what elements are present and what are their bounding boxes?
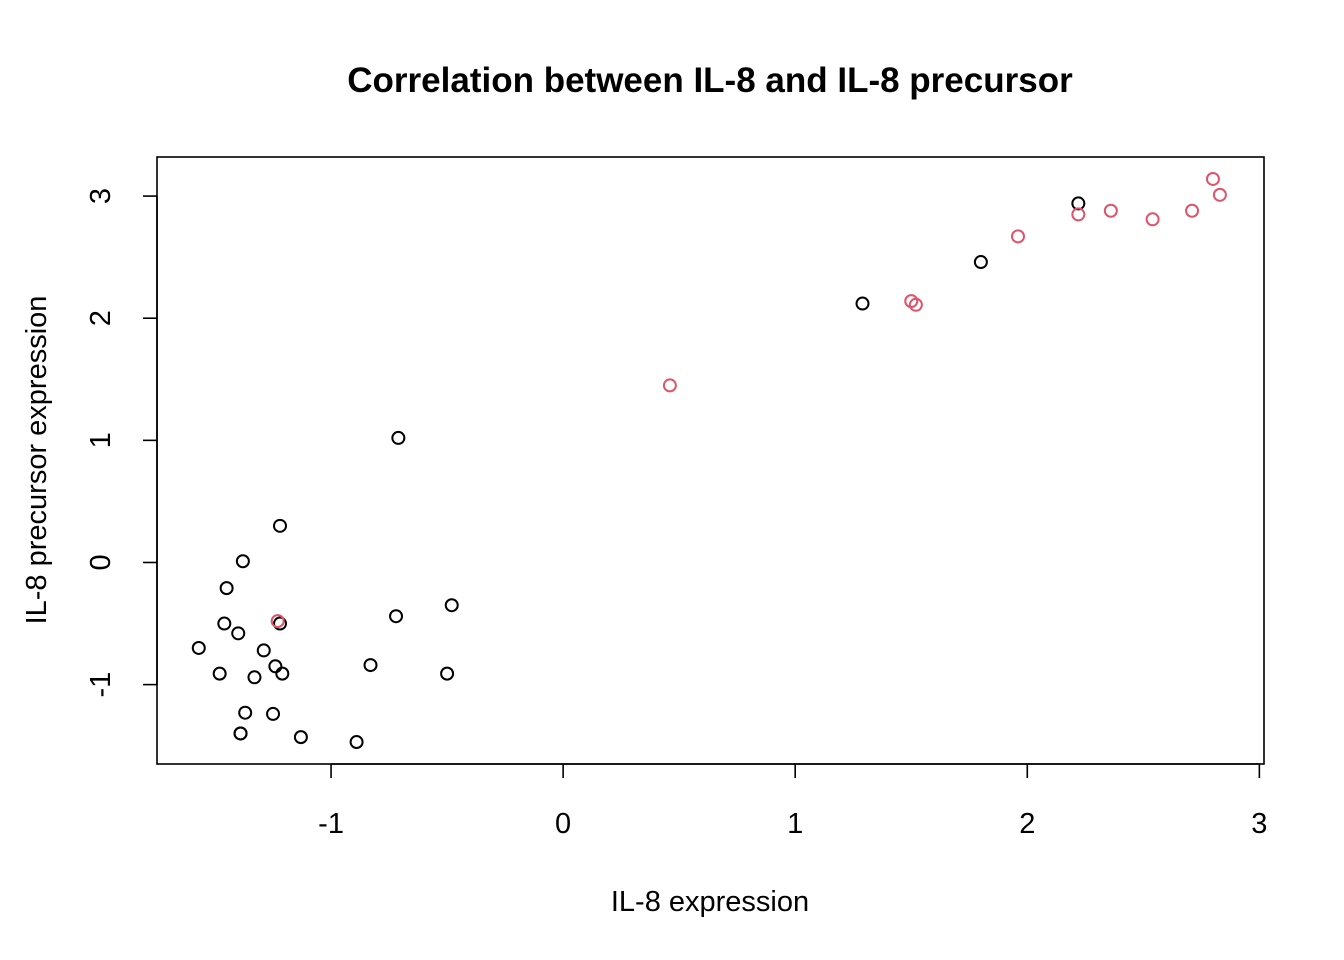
y-tick-label: 1: [85, 432, 117, 448]
plot-frame: [156, 156, 1265, 765]
data-point: [973, 255, 988, 270]
x-tick-label: 2: [1019, 808, 1035, 840]
y-tick-label: 3: [85, 188, 117, 204]
data-point: [444, 598, 459, 613]
data-point: [1212, 187, 1227, 202]
data-point: [191, 640, 206, 655]
data-point: [440, 666, 455, 681]
data-point: [238, 705, 253, 720]
data-point: [266, 706, 281, 721]
data-points: [191, 171, 1227, 750]
data-point: [273, 518, 287, 533]
x-axis: -1 0 1 2 3: [318, 763, 1267, 840]
data-point: [1103, 203, 1118, 218]
data-point: [217, 616, 232, 631]
chart-title: Correlation between IL-8 and IL-8 precur…: [347, 61, 1073, 100]
data-point: [908, 297, 923, 312]
data-point: [389, 609, 404, 624]
data-point: [855, 296, 870, 311]
data-point: [256, 643, 271, 658]
data-point: [219, 581, 234, 596]
data-point: [1145, 212, 1160, 227]
data-point: [235, 554, 250, 569]
data-point: [1205, 171, 1220, 186]
data-point: [1185, 203, 1200, 218]
y-tick-label: 0: [85, 554, 117, 570]
data-point: [363, 658, 378, 673]
data-point: [1071, 207, 1086, 222]
data-point: [233, 726, 248, 741]
data-point: [662, 378, 677, 393]
data-point: [1071, 196, 1086, 211]
y-tick-label: -1: [85, 672, 117, 698]
x-tick-label: 0: [555, 808, 571, 840]
data-point: [349, 735, 364, 750]
data-point: [231, 626, 246, 641]
data-point: [212, 666, 227, 681]
data-point: [247, 670, 262, 685]
x-axis-label: IL-8 expression: [611, 886, 809, 918]
data-point: [391, 430, 406, 445]
y-axis-label: IL-8 precursor expression: [21, 296, 53, 625]
data-point: [1011, 229, 1025, 244]
data-point: [270, 614, 285, 629]
data-point: [273, 616, 287, 631]
y-axis: -1 0 1 2 3: [85, 188, 158, 698]
x-tick-label: 3: [1251, 808, 1267, 840]
x-tick-label: -1: [318, 808, 344, 840]
data-point: [268, 659, 283, 674]
y-tick-label: 2: [85, 310, 117, 326]
data-point: [293, 730, 308, 745]
x-tick-label: 1: [787, 808, 803, 840]
data-point: [275, 666, 290, 681]
